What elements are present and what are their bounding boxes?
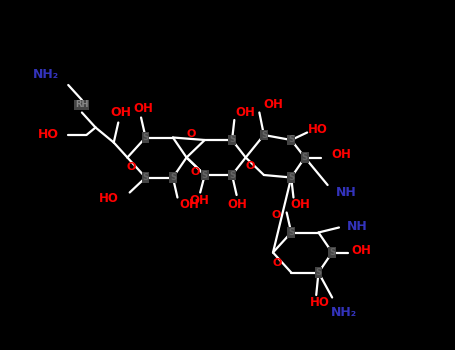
Text: O: O [187, 129, 196, 139]
Text: S: S [229, 170, 235, 180]
Text: S: S [261, 131, 267, 140]
Text: OH: OH [133, 102, 153, 115]
Text: O: O [126, 162, 136, 173]
Text: HO: HO [308, 124, 328, 136]
Text: S: S [142, 173, 149, 182]
Text: NH₂: NH₂ [32, 69, 59, 82]
Text: S: S [329, 248, 335, 257]
Text: HO: HO [310, 296, 330, 309]
Text: OH: OH [179, 198, 199, 211]
Text: OH: OH [331, 148, 351, 161]
Text: O: O [246, 161, 255, 171]
Text: OH: OH [110, 106, 131, 119]
Text: S: S [142, 133, 149, 142]
Text: HO: HO [38, 128, 59, 141]
Text: S: S [315, 268, 322, 277]
Text: S: S [288, 228, 294, 237]
Text: OH: OH [236, 106, 256, 119]
Text: S: S [170, 173, 176, 182]
Text: NH: NH [335, 186, 356, 199]
Text: O: O [273, 258, 282, 267]
Text: S: S [229, 135, 235, 145]
Text: NH: NH [347, 220, 368, 233]
Text: OH: OH [263, 98, 283, 111]
Text: NH₂: NH₂ [330, 306, 357, 319]
Text: O: O [272, 210, 281, 220]
Text: RH: RH [75, 100, 89, 110]
Text: S: S [288, 173, 294, 182]
Text: S: S [302, 153, 308, 162]
Text: OH: OH [228, 197, 248, 210]
Text: HO: HO [98, 192, 118, 205]
Text: OH: OH [352, 244, 372, 257]
Text: OH: OH [189, 195, 209, 208]
Text: S: S [202, 170, 208, 180]
Text: S: S [288, 135, 294, 145]
Text: OH: OH [290, 198, 310, 211]
Text: O: O [191, 167, 200, 177]
